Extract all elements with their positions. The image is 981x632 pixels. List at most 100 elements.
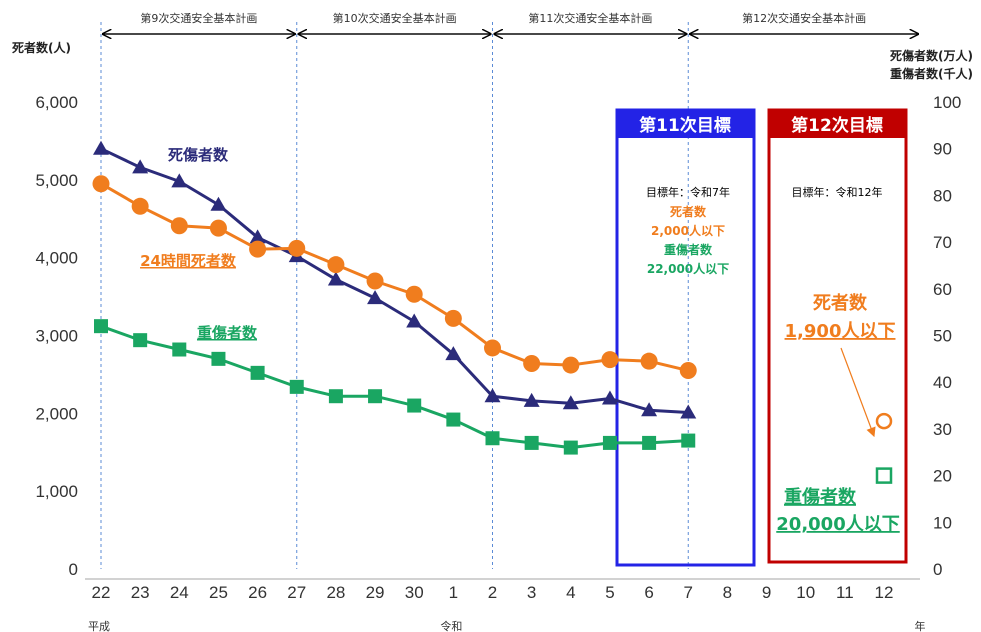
x-tick-label: 8 [723,583,732,602]
target-box-11-header [617,110,754,138]
target-11-line: 22,000人以下 [647,261,729,276]
data-point-circle [170,217,188,235]
data-point-triangle [132,159,149,174]
data-point-square [172,342,187,357]
data-point-circle [366,272,384,290]
right-tick-label: 80 [933,186,952,205]
data-point-square [446,412,461,427]
target-11-line: 死者数 [670,204,707,219]
right-tick-label: 30 [933,420,952,439]
target-box-11 [615,108,756,567]
series-line-2 [100,324,689,450]
x-tick-label: 12 [875,583,894,602]
right-tick-label: 100 [933,93,961,112]
data-point-circle [679,362,697,380]
data-point-square [289,379,304,394]
era-label: 令和 [440,619,462,632]
right-axis-title-line1: 死傷者数(万人) [890,48,973,63]
plan-label: 第11次交通安全基本計画 [528,11,652,25]
data-point-triangle [484,388,501,403]
target-11-line: 2,000人以下 [651,223,725,238]
series-line-0 [100,147,689,415]
data-point-triangle [523,392,540,407]
data-point-circle [209,219,227,237]
data-point-circle [92,175,110,193]
plan-label: 第12次交通安全基本計画 [742,11,866,25]
target-12-deaths-value: 1,900人以下 [785,321,896,342]
series-name-label: 重傷者数 [197,324,258,342]
data-point-circle [601,351,619,369]
plan-periods: 第9次交通安全基本計画 第10次交通安全基本計画 第11次交通安全基本計画 第12次交… [100,11,918,569]
target-box-12-header [769,110,906,138]
x-tick-label: 4 [566,583,575,602]
data-point-square [250,365,265,380]
x-tick-label: 23 [131,583,150,602]
data-point-circle [640,352,658,370]
x-tick-label: 10 [796,583,815,602]
data-point-square [642,435,657,450]
target-12-deaths-point [875,412,893,430]
target-12-deaths-label: 死者数 [813,292,868,314]
series-name-label: 死傷者数 [168,146,229,164]
data-point-square [563,440,578,455]
x-tick-label: 26 [248,583,267,602]
data-point-square [407,398,422,413]
data-point-square [681,433,696,448]
x-tick-label: 1 [449,583,458,602]
left-tick-label: 6,000 [35,93,78,112]
data-point-triangle [406,313,423,328]
data-point-circle [249,240,267,258]
data-point-square [328,389,343,404]
data-point-triangle [601,390,618,405]
target-box-11-title: 第11次目標 [639,115,731,136]
x-tick-label: 6 [644,583,653,602]
data-point-square [368,389,383,404]
data-point-circle [288,239,306,257]
x-tick-label: 27 [287,583,306,602]
data-point-circle [327,256,345,274]
right-tick-label: 0 [933,560,942,579]
data-point-triangle [93,140,109,155]
data-point-triangle [641,402,658,417]
right-tick-label: 40 [933,373,952,392]
target-12-serious-value: 20,000人以下 [776,514,899,535]
right-tick-label: 20 [933,467,952,486]
right-tick-label: 70 [933,233,952,252]
x-tick-label: 24 [170,583,189,602]
series-lines [92,140,697,455]
data-point-triangle [327,271,344,286]
data-point-circle [405,285,423,303]
x-tick-label: 30 [405,583,424,602]
series-line-1 [100,182,689,372]
left-tick-label: 2,000 [35,404,78,423]
left-tick-label: 4,000 [35,249,78,268]
target-11-line: 重傷者数 [664,242,713,257]
right-axis-title-line2: 重傷者数(千人) [890,66,973,81]
era-label: 平成 [88,620,110,632]
data-point-triangle [367,290,384,305]
left-tick-label: 0 [69,560,78,579]
data-point-triangle [562,395,579,410]
data-point-square [602,435,617,450]
x-tick-label: 3 [527,583,536,602]
x-tick-label: 7 [684,583,693,602]
data-point-square [485,431,500,446]
series-name-label: 24時間死者数 [140,252,237,270]
left-tick-label: 3,000 [35,327,78,346]
target-12-serious-label: 重傷者数 [784,486,857,508]
target-box-12-title: 第12次目標 [791,115,883,136]
data-point-circle [444,309,462,327]
right-tick-label: 10 [933,513,952,532]
data-point-triangle [210,196,227,211]
left-tick-label: 1,000 [35,482,78,501]
data-point-triangle [445,346,462,361]
x-tick-label: 11 [836,583,854,602]
data-point-circle [523,355,541,373]
target-12-arrow [840,347,876,438]
data-point-triangle [171,173,188,188]
x-tick-label: 9 [762,583,771,602]
